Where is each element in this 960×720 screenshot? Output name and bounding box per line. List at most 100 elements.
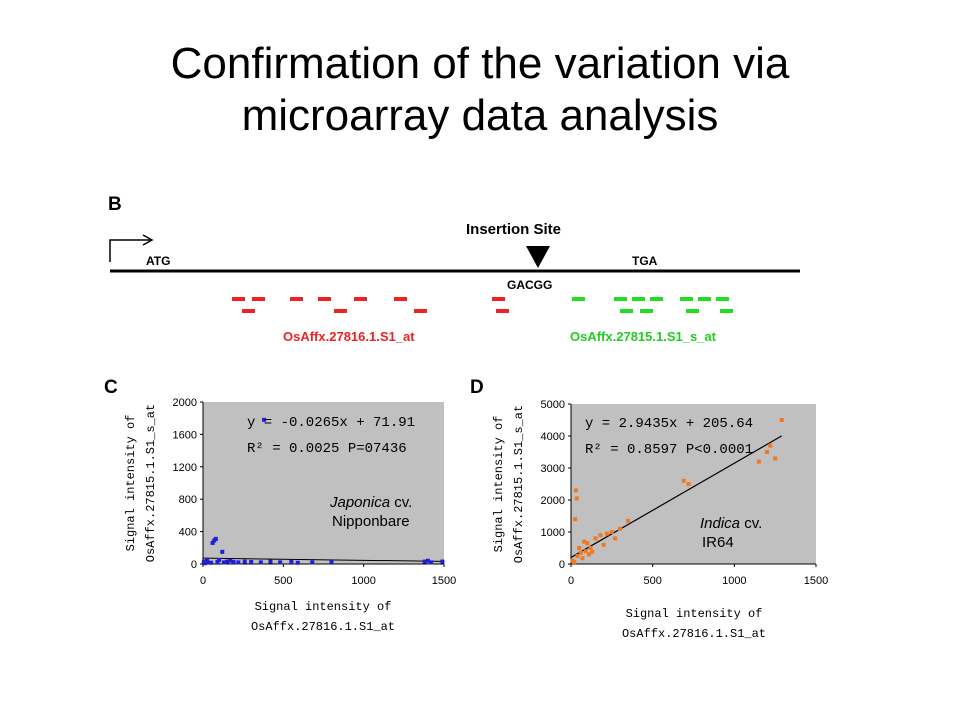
- probe-right-0: [572, 297, 585, 301]
- x-ticks-c: 0 500 1000 1500: [200, 564, 456, 587]
- x-tick-label-c-1: 500: [274, 575, 292, 587]
- probe-right-2: [632, 297, 645, 301]
- annotation-d-italic: Indica: [700, 515, 740, 532]
- probe-right-7: [620, 309, 633, 313]
- data-point-d-5: [575, 554, 580, 558]
- data-point-c-8: [215, 559, 220, 564]
- r-squared-c: R² = 0.0025 P=07436: [247, 441, 407, 457]
- probe-left-7: [334, 309, 347, 313]
- probe-right-6: [716, 297, 729, 301]
- probe-right-1: [614, 297, 627, 301]
- data-point-d-3: [573, 488, 578, 493]
- annotation-c-line-2: Nipponbare: [332, 513, 410, 530]
- annotation-d-line-2: IR64: [702, 534, 734, 551]
- data-point-c-12: [225, 559, 230, 564]
- data-point-d-9: [582, 539, 587, 544]
- data-point-c-13: [228, 558, 233, 563]
- probes-left: [232, 297, 509, 313]
- probe-right-10: [720, 309, 733, 313]
- slide-title: Confirmation of the variation via microa…: [0, 38, 960, 142]
- y-tick-label-d-4: 4000: [541, 431, 565, 443]
- data-point-d-23: [681, 478, 686, 483]
- data-point-d-10: [583, 549, 588, 554]
- data-point-d-4: [574, 496, 579, 501]
- probe-left-9: [492, 297, 505, 301]
- data-point-d-19: [609, 530, 614, 534]
- x-tick-label-c-3: 1500: [432, 575, 456, 587]
- y-tick-label-c-2: 800: [179, 494, 197, 506]
- slide-title-line-2: microarray data analysis: [241, 91, 719, 140]
- y-tick-label-d-5: 5000: [541, 399, 565, 411]
- annotation-c-italic: Japonica: [329, 494, 390, 511]
- trendline-c: [202, 557, 445, 562]
- data-point-d-24: [686, 482, 691, 486]
- panel-c-letter: C: [104, 377, 118, 398]
- start-codon-label: ATG: [146, 254, 170, 268]
- plot-area-c: [203, 402, 444, 564]
- data-point-d-29: [779, 418, 784, 422]
- data-point-c-10: [220, 549, 225, 554]
- probe-left-2: [290, 297, 303, 301]
- probe-left-8: [414, 309, 427, 313]
- arrowhead-icon: [142, 234, 154, 246]
- data-point-c-25: [329, 559, 334, 564]
- data-point-d-12: [586, 552, 591, 557]
- data-point-d-20: [613, 536, 618, 541]
- data-point-c-28: [429, 560, 434, 565]
- data-point-d-18: [604, 531, 609, 536]
- points-c: [201, 417, 445, 566]
- x-tick-label-d-1: 500: [643, 575, 661, 587]
- data-point-c-15: [236, 560, 241, 565]
- probe-right-8: [640, 309, 653, 313]
- panel-d-letter: D: [470, 377, 484, 398]
- y-tick-label-d-2: 2000: [541, 495, 565, 507]
- x-tick-label-c-2: 1000: [351, 575, 375, 587]
- data-point-d-6: [577, 546, 582, 550]
- x-ticks-d: 0 500 1000 1500: [568, 564, 828, 587]
- y-tick-label-c-1: 400: [179, 527, 197, 539]
- y-label-d-line-2: OsAffx.27815.1.S1_s_at: [512, 405, 526, 563]
- plot-area-d: [571, 404, 816, 564]
- y-tick-label-c-3: 1200: [173, 462, 197, 474]
- points-d: [570, 418, 784, 565]
- data-point-c-29: [440, 559, 445, 564]
- data-point-d-28: [773, 456, 778, 461]
- y-label-d-line-1: Signal intensity of: [492, 416, 506, 553]
- data-point-c-21: [278, 560, 283, 565]
- data-point-d-8: [580, 556, 585, 561]
- annotation-d-cv: cv.: [740, 515, 762, 532]
- insertion-sequence: GACGG: [507, 278, 552, 292]
- probe-left-10: [496, 309, 509, 313]
- data-point-c-1: [203, 561, 208, 566]
- probe-right-5: [698, 297, 711, 301]
- probe-left-0: [232, 297, 245, 301]
- data-point-c-20: [268, 559, 273, 564]
- panel-b-letter: B: [108, 194, 122, 215]
- y-ticks-c: 0 400 800 1200 1600 2000: [173, 397, 203, 571]
- insertion-triangle-icon: [526, 246, 550, 268]
- data-point-c-26: [422, 559, 427, 564]
- trendline-d: [570, 435, 782, 558]
- data-point-c-18: [258, 560, 263, 565]
- data-point-c-23: [295, 560, 300, 565]
- data-point-c-5: [210, 540, 215, 545]
- y-tick-label-d-3: 3000: [541, 463, 565, 475]
- slide-title-line-1: Confirmation of the variation via: [170, 39, 790, 88]
- data-point-d-2: [573, 517, 578, 522]
- insertion-site-label: Insertion Site: [466, 221, 561, 238]
- probe-set-left-label: OsAffx.27816.1.S1_at: [283, 329, 415, 344]
- x-label-d-line-2: OsAffx.27816.1.S1_at: [622, 627, 766, 641]
- probe-right-4: [680, 297, 693, 301]
- x-label-d-line-1: Signal intensity of: [626, 607, 763, 621]
- y-tick-label-d-0: 0: [559, 559, 565, 571]
- data-point-d-7: [578, 550, 583, 555]
- data-point-d-25: [756, 459, 761, 464]
- data-point-c-27: [425, 558, 430, 563]
- y-tick-label-d-1: 1000: [541, 527, 565, 539]
- data-point-c-24: [310, 560, 315, 565]
- y-tick-label-c-0: 0: [191, 559, 197, 571]
- equation-c: y = -0.0265x + 71.91: [247, 415, 415, 431]
- data-point-c-16: [242, 559, 247, 564]
- annotation-d-line-1: Indica cv.: [700, 515, 762, 532]
